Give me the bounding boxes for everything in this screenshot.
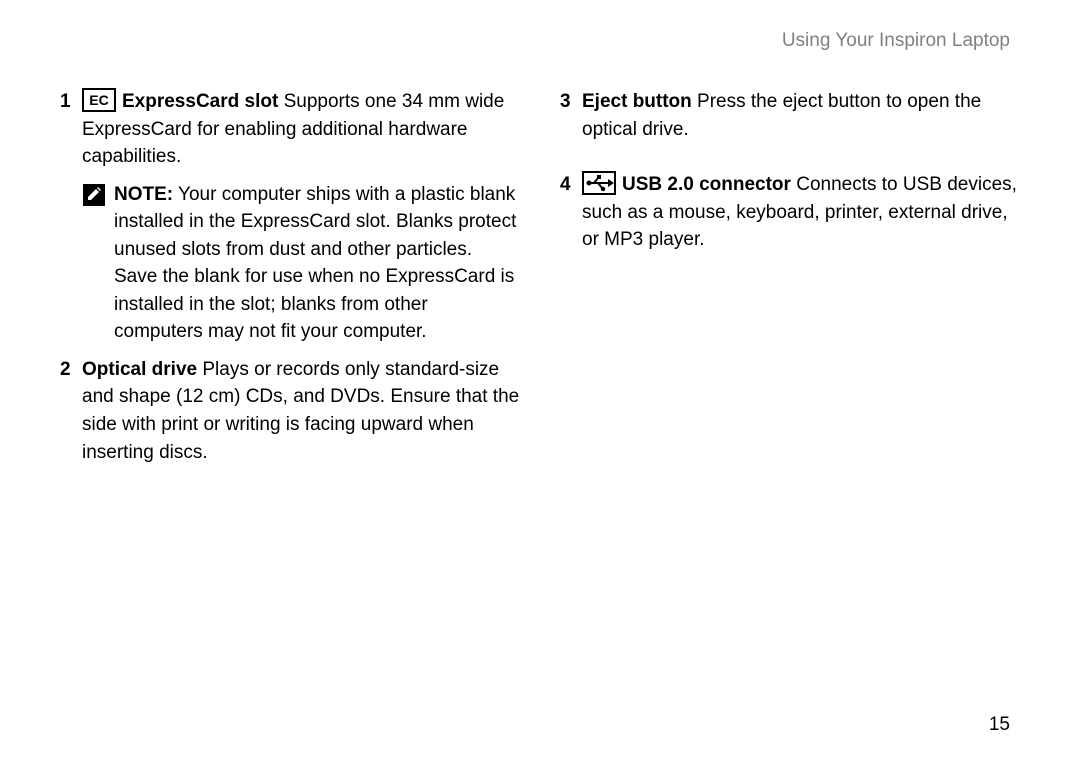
left-column: 1 ECExpressCard slot Supports one 34 mm … — [60, 88, 520, 476]
note-body: NOTE: Your computer ships with a plastic… — [114, 181, 520, 346]
item-2: 2 Optical drive Plays or records only st… — [60, 356, 520, 466]
item-4: 4 USB 2.0 connector Connects to USB d — [560, 171, 1020, 254]
item-1-label: ExpressCard slot — [122, 91, 278, 112]
page-header: Using Your Inspiron Laptop — [60, 30, 1020, 52]
note-text: Your computer ships with a plastic blank… — [114, 184, 516, 343]
two-column-layout: 1 ECExpressCard slot Supports one 34 mm … — [60, 88, 1020, 476]
item-2-body: Optical drive Plays or records only stan… — [82, 356, 520, 466]
item-4-label: USB 2.0 connector — [622, 174, 791, 195]
item-3-label: Eject button — [582, 91, 692, 112]
note-block: NOTE: Your computer ships with a plastic… — [82, 181, 520, 346]
document-page: Using Your Inspiron Laptop 1 EC ExpressCa… — [0, 0, 1080, 766]
note-pencil-icon — [82, 183, 106, 207]
right-column: 3 Eject button Press the eject button to… — [560, 88, 1020, 476]
usb-icon — [582, 171, 616, 195]
item-4-body: USB 2.0 connector Connects to USB device… — [582, 171, 1020, 254]
item-3-number: 3 — [560, 88, 582, 143]
expresscard-ec-icon: EC — [82, 88, 116, 112]
page-number: 15 — [989, 714, 1010, 736]
item-3-body: Eject button Press the eject button to o… — [582, 88, 1020, 143]
item-2-number: 2 — [60, 356, 82, 466]
item-4-number: 4 — [560, 171, 582, 254]
item-3: 3 Eject button Press the eject button to… — [560, 88, 1020, 143]
item-2-label: Optical drive — [82, 359, 197, 380]
note-label: NOTE: — [114, 184, 173, 205]
item-1: 1 ECExpressCard slot Supports one 34 mm … — [60, 88, 520, 171]
item-1-number: 1 — [60, 88, 82, 171]
item-1-body: ECExpressCard slot Supports one 34 mm wi… — [82, 88, 520, 171]
